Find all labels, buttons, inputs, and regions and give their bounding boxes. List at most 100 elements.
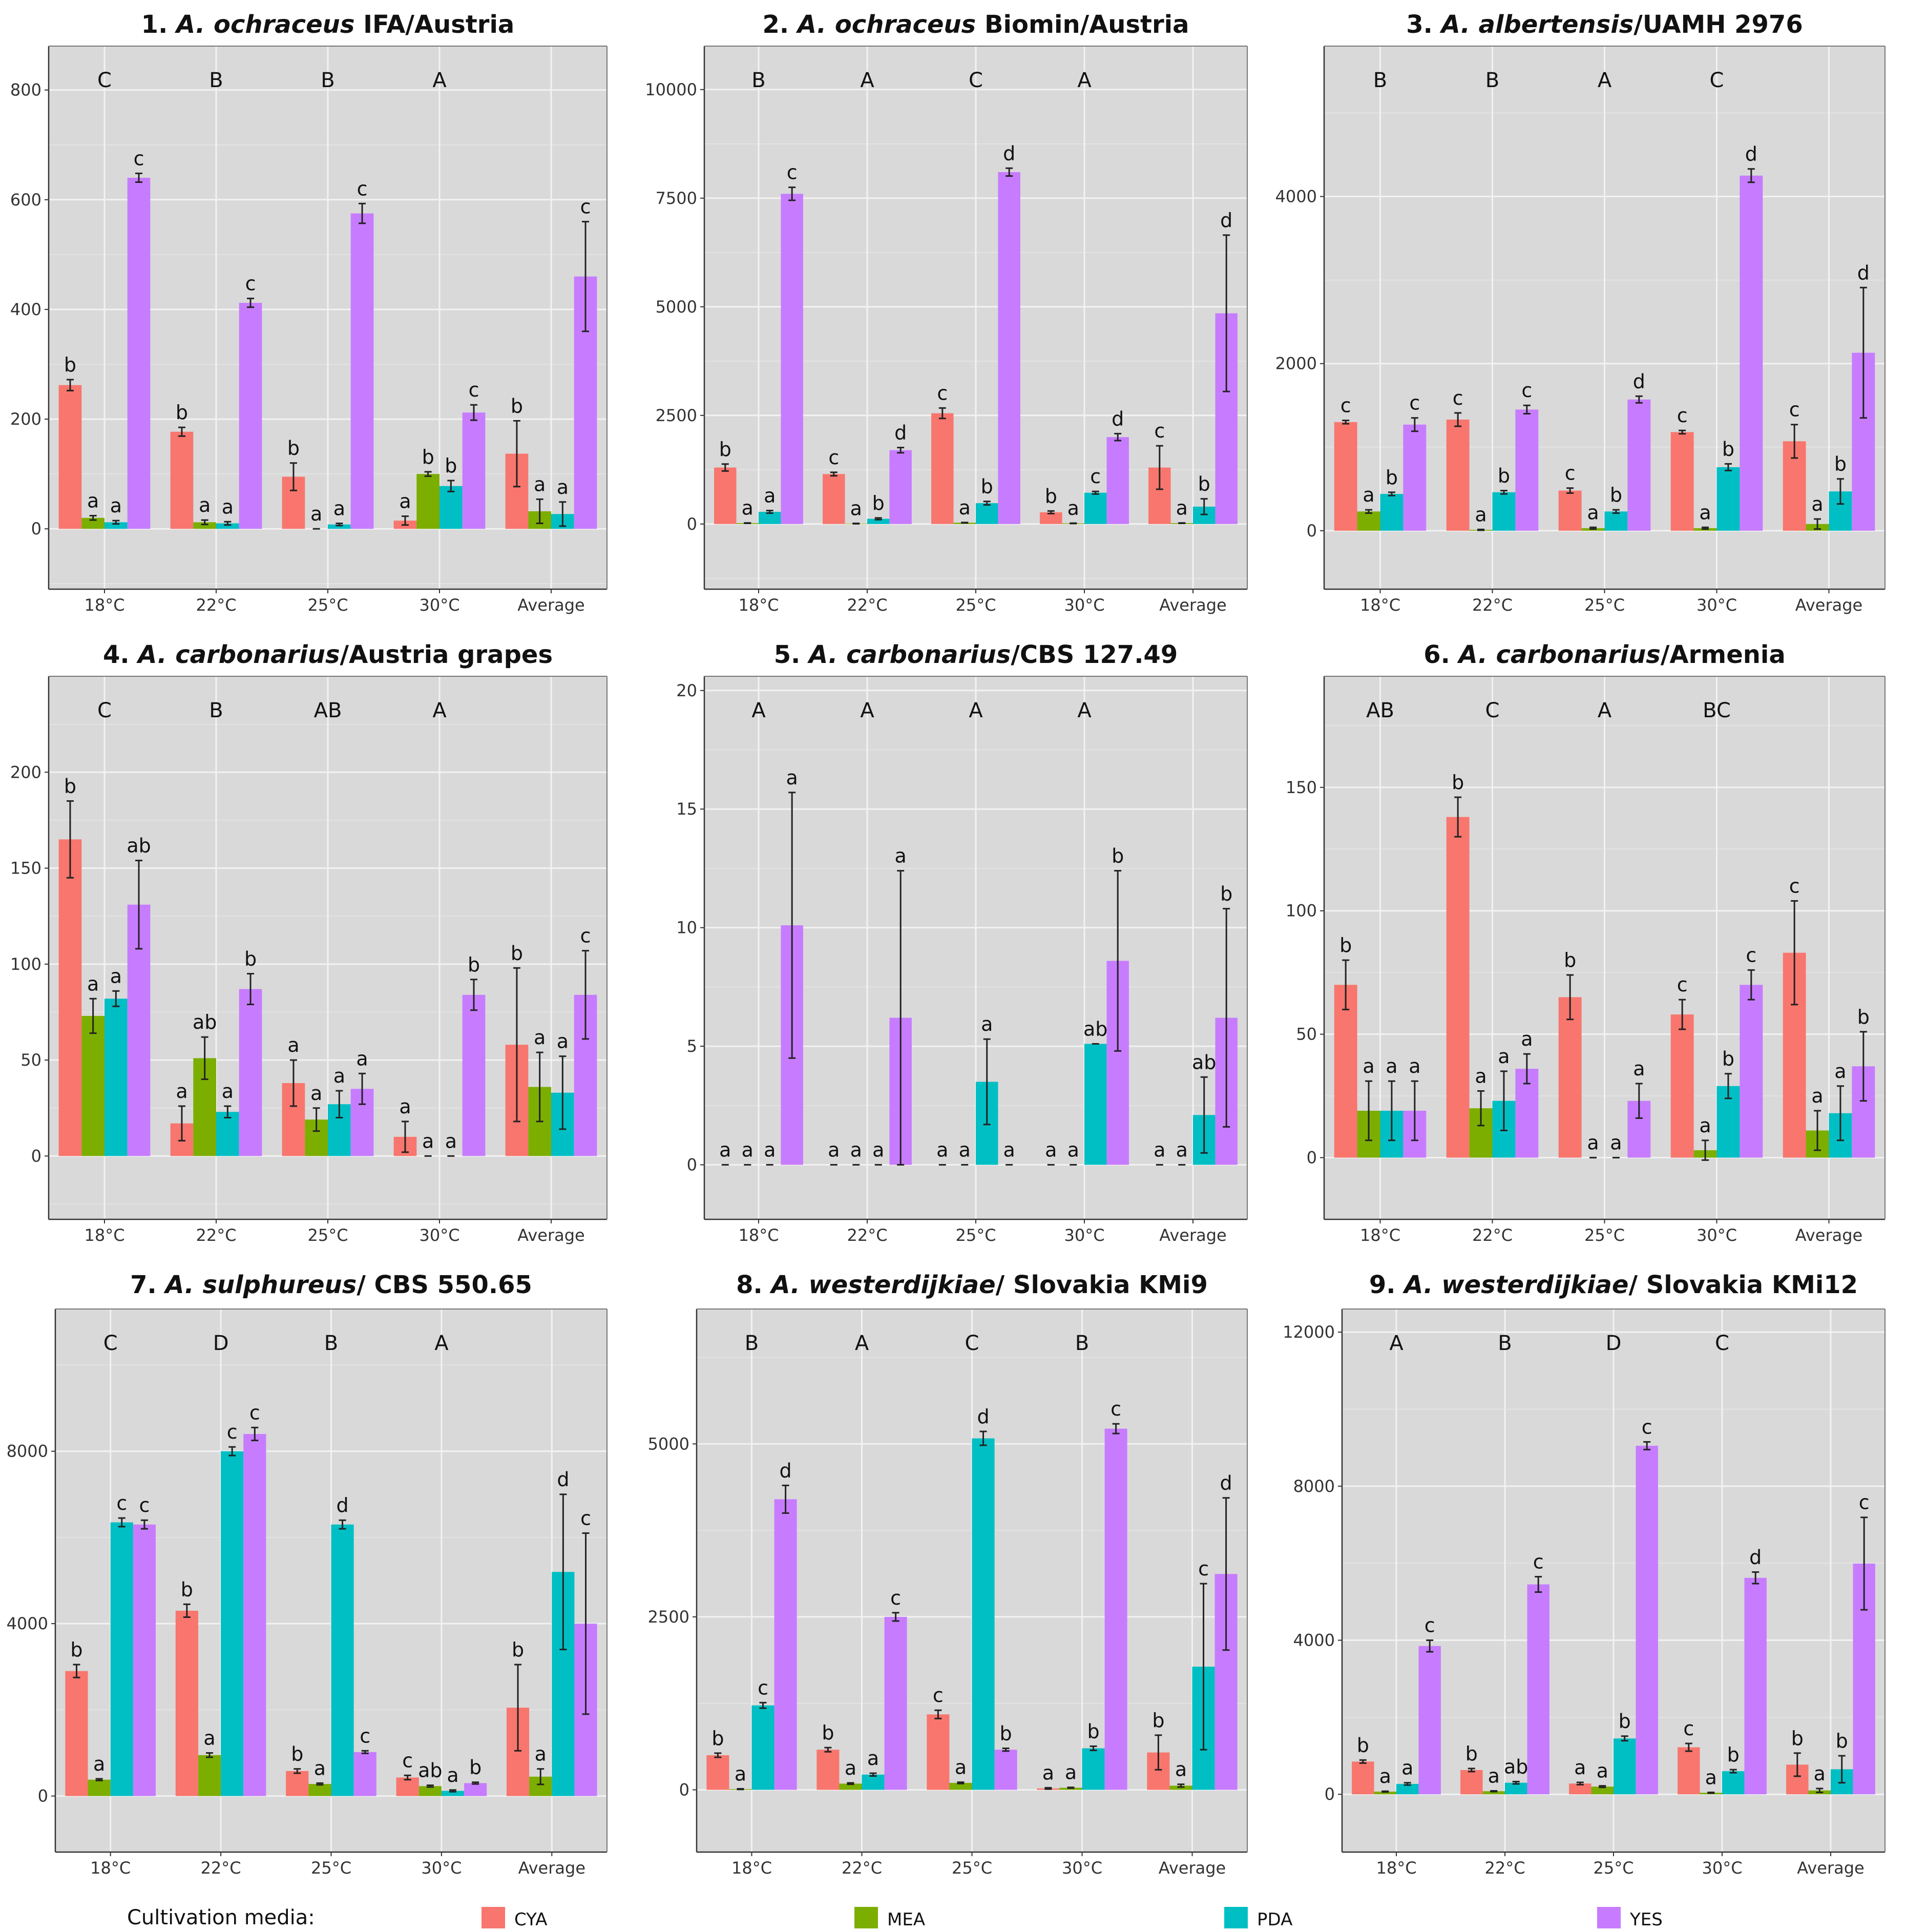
significance-letter: b xyxy=(1087,1720,1099,1742)
temperature-group-letter: A xyxy=(432,69,447,92)
bar-yes xyxy=(889,450,912,524)
temperature-group-letter: C xyxy=(965,1332,979,1355)
significance-letter: a xyxy=(203,1727,215,1750)
x-tick-label: 25°C xyxy=(311,1858,351,1878)
y-tick-label: 0 xyxy=(1307,1148,1317,1168)
legend: Cultivation media: CYA MEA PDA YES xyxy=(127,1906,1663,1930)
bar-pda xyxy=(221,1451,244,1796)
title-number: 2. xyxy=(763,10,798,39)
x-tick-label: 30°C xyxy=(419,1225,459,1245)
bar-mea xyxy=(418,1786,442,1796)
significance-letter: a xyxy=(959,1139,971,1161)
bar-yes xyxy=(998,172,1020,524)
y-tick-label: 7500 xyxy=(656,189,697,208)
title-strain: /UAMH 2976 xyxy=(1633,10,1803,39)
bar-pda xyxy=(976,503,998,524)
significance-letter: c xyxy=(1789,875,1800,897)
temperature-group-letter: B xyxy=(209,69,223,92)
significance-letter: c xyxy=(1453,387,1463,409)
bar-cya xyxy=(170,431,194,529)
bar-cya xyxy=(1352,1761,1374,1795)
temperature-group-letter: A xyxy=(860,699,874,722)
y-tick-label: 200 xyxy=(10,762,41,782)
significance-letter: d xyxy=(1112,407,1124,430)
y-tick-label: 0 xyxy=(687,1155,697,1175)
bar-mea xyxy=(949,1782,972,1790)
significance-letter: b xyxy=(1112,845,1124,867)
significance-letter: a xyxy=(959,496,971,519)
temperature-group-letter: A xyxy=(434,1332,449,1355)
bar-yes xyxy=(1740,175,1763,531)
title-number: 3. xyxy=(1406,10,1441,39)
x-tick-label: 22°C xyxy=(1472,595,1513,615)
significance-letter: c xyxy=(134,147,144,170)
significance-letter: b xyxy=(1386,466,1398,489)
title-number: 4. xyxy=(103,640,138,669)
bar-mea xyxy=(308,1784,331,1796)
significance-letter: a xyxy=(1699,501,1711,524)
y-tick-label: 100 xyxy=(1286,901,1317,921)
significance-letter: a xyxy=(764,1139,776,1161)
bar-mea xyxy=(1591,1786,1614,1795)
significance-letter: a xyxy=(1475,503,1486,526)
bar-yes xyxy=(994,1750,1017,1790)
temperature-group-letter: B xyxy=(321,69,334,92)
significance-letter: a xyxy=(1045,1139,1057,1161)
y-tick-label: 600 xyxy=(10,190,41,210)
significance-letter: a xyxy=(1176,497,1188,520)
title-strain: IFA/Austria xyxy=(354,10,514,39)
significance-letter: a xyxy=(222,495,234,518)
title-species: A. ochraceus xyxy=(174,10,354,39)
significance-letter: a xyxy=(1488,1764,1500,1787)
bar-cya xyxy=(65,1671,88,1796)
significance-letter: a xyxy=(222,1080,234,1103)
significance-letter: a xyxy=(534,1026,546,1049)
y-tick-label: 2500 xyxy=(648,1607,689,1627)
temperature-group-letter: D xyxy=(213,1332,229,1355)
bar-cya xyxy=(396,1777,419,1796)
x-tick-label: 25°C xyxy=(307,1225,348,1245)
significance-letter: a xyxy=(1834,1060,1846,1083)
bar-cya xyxy=(1446,817,1470,1158)
bar-pda xyxy=(104,522,128,529)
significance-letter: a xyxy=(1401,1757,1413,1779)
significance-letter: a xyxy=(1067,497,1079,520)
significance-letter: c xyxy=(1789,399,1800,421)
bar-mea xyxy=(839,1783,862,1790)
significance-letter: a xyxy=(867,1747,879,1770)
significance-letter: b xyxy=(445,454,457,477)
significance-letter: b xyxy=(1198,473,1210,495)
title-strain: /Armenia xyxy=(1661,640,1786,669)
title-species: A. sulphureus xyxy=(163,1271,357,1299)
temperature-group-letter: A xyxy=(1077,69,1092,92)
temperature-group-letter: C xyxy=(97,699,112,722)
x-tick-label: 25°C xyxy=(1584,1225,1625,1245)
significance-letter: a xyxy=(1633,1057,1645,1080)
panel-title: 9. A. westerdijkiae/ Slovakia KMi12 xyxy=(1369,1271,1858,1299)
bar-yes xyxy=(1403,424,1427,531)
bar-cya xyxy=(706,1755,729,1790)
significance-letter: a xyxy=(742,497,753,520)
significance-letter: c xyxy=(402,1749,413,1772)
significance-letter: d xyxy=(1633,370,1645,392)
x-tick-label: Average xyxy=(1797,1858,1864,1878)
title-strain: Biomin/Austria xyxy=(976,10,1189,39)
significance-letter: c xyxy=(1111,1398,1121,1420)
temperature-group-letter: AB xyxy=(1366,699,1394,722)
title-strain: / Slovakia KMi12 xyxy=(1628,1271,1858,1299)
y-tick-label: 0 xyxy=(31,519,41,538)
significance-letter: a xyxy=(447,1764,458,1786)
y-tick-label: 2000 xyxy=(1275,354,1317,373)
significance-letter: b xyxy=(511,394,523,417)
significance-letter: c xyxy=(580,196,591,218)
bar-cya xyxy=(1678,1747,1700,1795)
significance-letter: a xyxy=(1409,1055,1420,1077)
temperature-group-letter: A xyxy=(751,699,766,722)
significance-letter: b xyxy=(291,1743,303,1765)
y-tick-label: 5000 xyxy=(648,1434,689,1453)
bar-cya xyxy=(58,385,82,529)
